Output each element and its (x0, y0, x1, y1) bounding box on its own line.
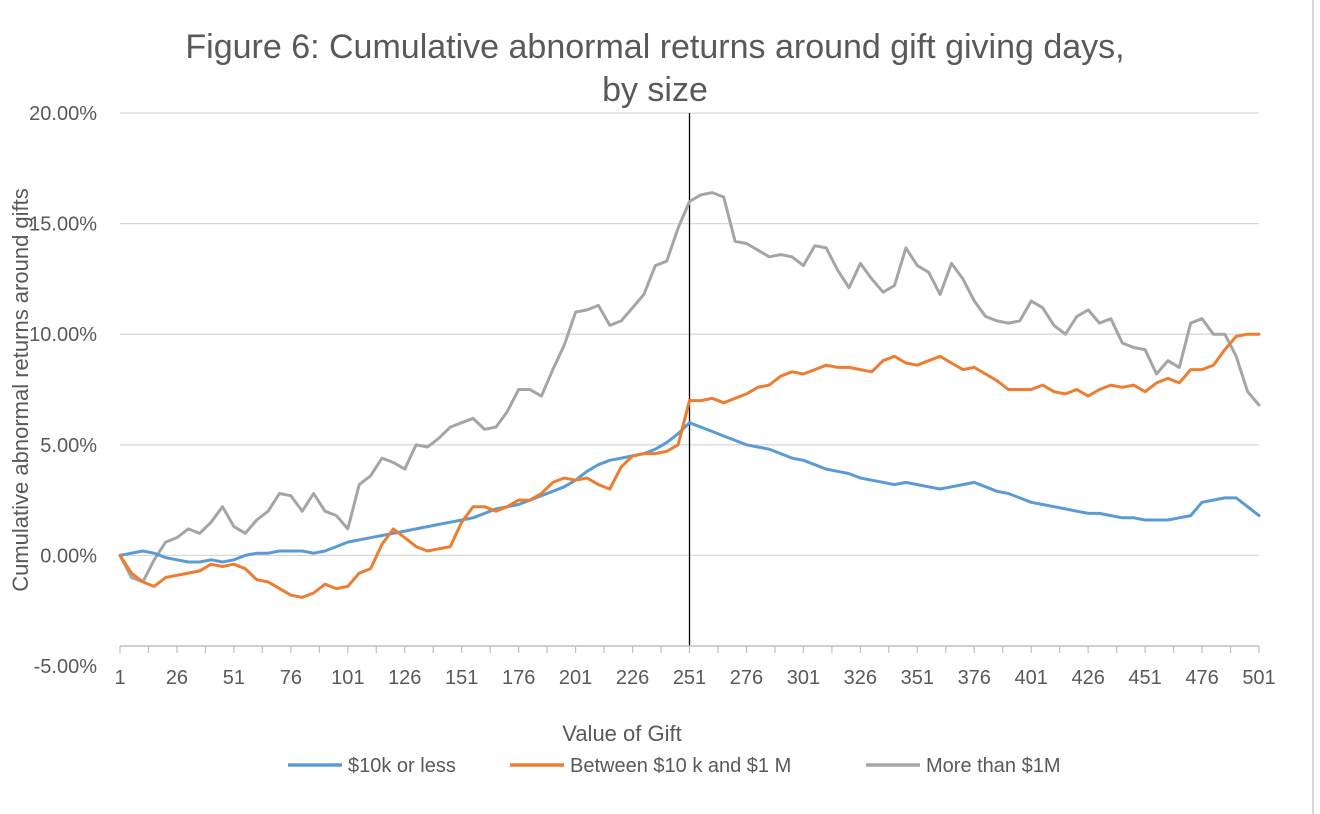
series-line-3 (118, 191, 1261, 584)
chart-title-line2: by size (602, 71, 708, 109)
x-tick-label: 426 (1071, 667, 1104, 689)
y-axis-title: Cumulative abnormal returns around gifts (8, 188, 33, 592)
x-tick-label: 1 (114, 667, 125, 689)
x-tick-label: 451 (1128, 667, 1161, 689)
x-tick-label: 401 (1015, 667, 1048, 689)
x-axis-title: Value of Gift (562, 721, 681, 746)
x-tick-label: 101 (331, 667, 364, 689)
y-tick-label: 20.00% (29, 103, 97, 125)
x-tick-label: 176 (502, 667, 535, 689)
y-axis: -5.00% 0.00% 5.00% 10.00% 15.00% 20.00% (29, 103, 97, 678)
x-tick-label: 201 (559, 667, 592, 689)
x-tick-label: 151 (445, 667, 478, 689)
x-tick-label: 26 (166, 667, 188, 689)
x-tick-label: 76 (280, 667, 302, 689)
x-tick-label: 51 (223, 667, 245, 689)
legend-label: More than $1M (926, 755, 1061, 777)
x-tick-label: 476 (1185, 667, 1218, 689)
series-line-2 (118, 332, 1261, 599)
page-edge-divider (1312, 0, 1314, 814)
x-tick-label: 376 (958, 667, 991, 689)
y-tick-label: 10.00% (29, 324, 97, 346)
series-line-1 (118, 421, 1261, 564)
y-tick-label: 5.00% (40, 435, 97, 457)
x-axis: 1 26 51 76 101 126 151 176 201 226 251 276 301 326 351… (114, 645, 1276, 689)
x-tick-label: 251 (673, 667, 706, 689)
x-tick-label: 226 (616, 667, 649, 689)
y-tick-label: -5.00% (34, 656, 98, 678)
x-tick-label: 126 (388, 667, 421, 689)
x-tick-label: 351 (901, 667, 934, 689)
y-tick-label: 15.00% (29, 214, 97, 236)
legend-label: Between $10 k and $1 M (570, 755, 791, 777)
x-tick-label: 326 (844, 667, 877, 689)
series-lines (118, 191, 1261, 599)
x-tick-label: 501 (1242, 667, 1275, 689)
y-tick-label: 0.00% (40, 545, 97, 567)
x-tick-label: 301 (787, 667, 820, 689)
legend-label: $10k or less (348, 755, 456, 777)
legend: $10k or less Between $10 k and $1 M More t… (288, 755, 1061, 777)
x-tick-label: 276 (730, 667, 763, 689)
chart-title: Figure 6: Cumulative abnormal returns ar… (185, 28, 1124, 66)
